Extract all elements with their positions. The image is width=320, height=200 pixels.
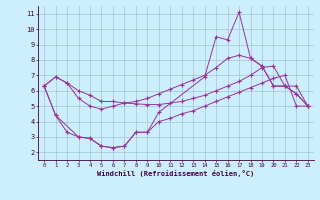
X-axis label: Windchill (Refroidissement éolien,°C): Windchill (Refroidissement éolien,°C): [97, 170, 255, 177]
